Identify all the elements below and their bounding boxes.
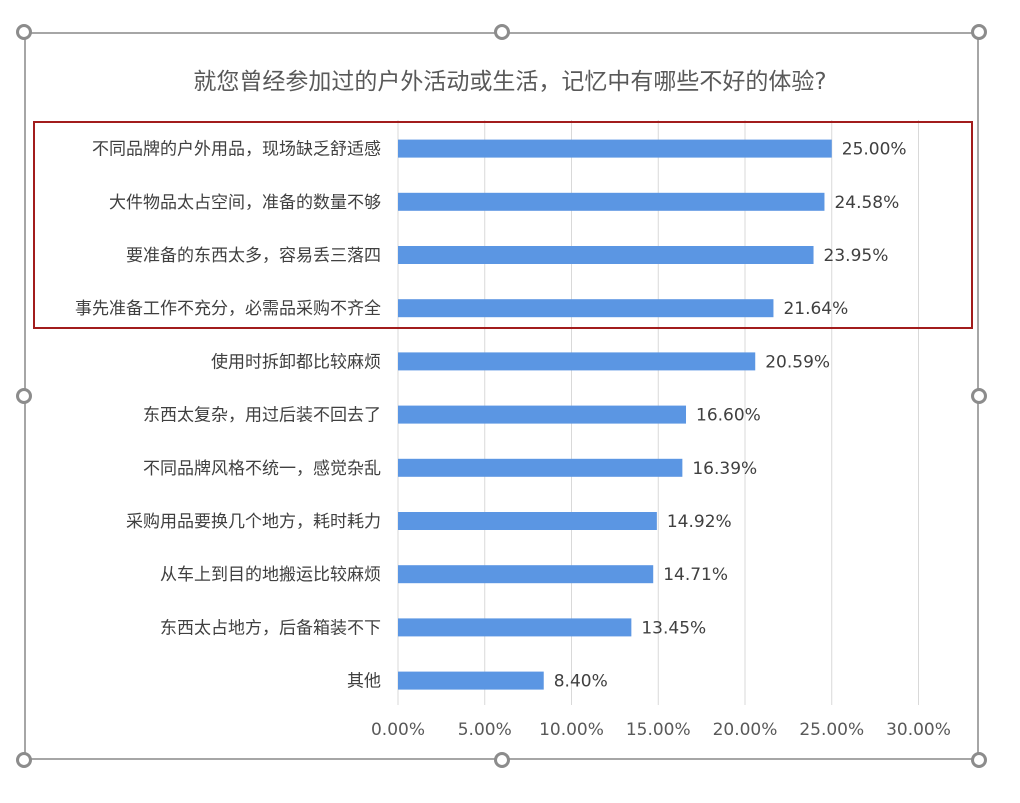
category-label: 事先准备工作不充分，必需品采购不齐全: [75, 299, 381, 319]
category-label: 使用时拆卸都比较麻烦: [211, 351, 381, 372]
x-tick-label: 0.00%: [371, 720, 425, 740]
bar: [398, 352, 756, 371]
data-label: 16.39%: [692, 459, 757, 479]
resize-handle-middle-right[interactable]: [971, 388, 987, 404]
bar: [398, 405, 687, 424]
category-label: 其他: [347, 672, 381, 692]
resize-handle-top-right[interactable]: [971, 24, 987, 40]
resize-handle-bottom-center[interactable]: [494, 752, 510, 768]
bar: [398, 512, 657, 530]
resize-handle-top-left[interactable]: [16, 24, 32, 40]
x-tick-label: 5.00%: [458, 720, 512, 740]
resize-handle-top-center[interactable]: [494, 24, 510, 40]
data-label: 8.40%: [554, 672, 608, 692]
category-label: 东西太占地方，后备箱装不下: [160, 618, 381, 638]
resize-handle-bottom-left[interactable]: [16, 752, 32, 768]
data-label: 23.95%: [824, 246, 889, 266]
bar: [398, 618, 632, 637]
data-label: 14.71%: [663, 565, 728, 585]
chart-title: 就您曾经参加过的户外活动或生活，记忆中有哪些不好的体验?: [193, 69, 827, 95]
category-label: 大件物品太占空间，准备的数量不够: [109, 193, 381, 213]
bar: [398, 671, 544, 690]
resize-handle-middle-left[interactable]: [16, 388, 32, 404]
x-tick-label: 10.00%: [539, 720, 604, 740]
category-label: 要准备的东西太多，容易丢三落四: [126, 246, 381, 266]
bar: [398, 246, 814, 264]
highlight-box: [33, 121, 973, 329]
bar: [398, 299, 774, 318]
category-label: 不同品牌风格不统一，感觉杂乱: [143, 459, 381, 479]
category-label: 不同品牌的户外用品，现场缺乏舒适感: [92, 140, 381, 160]
data-label: 25.00%: [842, 140, 907, 160]
data-label: 16.60%: [696, 406, 761, 426]
resize-handle-bottom-right[interactable]: [971, 752, 987, 768]
bar: [398, 192, 825, 211]
x-tick-label: 25.00%: [799, 720, 864, 740]
data-label: 24.58%: [834, 193, 899, 213]
data-label: 21.64%: [783, 299, 848, 319]
category-label: 东西太复杂，用过后装不回去了: [143, 406, 381, 426]
category-label: 从车上到目的地搬运比较麻烦: [160, 565, 381, 585]
x-tick-label: 20.00%: [713, 720, 778, 740]
x-tick-label: 15.00%: [626, 720, 691, 740]
bar: [398, 458, 683, 477]
bar: [398, 565, 654, 584]
data-label: 14.92%: [667, 512, 732, 532]
category-label: 采购用品要换几个地方，耗时耗力: [126, 512, 381, 532]
data-label: 13.45%: [641, 618, 706, 638]
x-tick-label: 30.00%: [886, 720, 951, 740]
data-label: 20.59%: [765, 352, 830, 372]
bar: [398, 139, 832, 158]
